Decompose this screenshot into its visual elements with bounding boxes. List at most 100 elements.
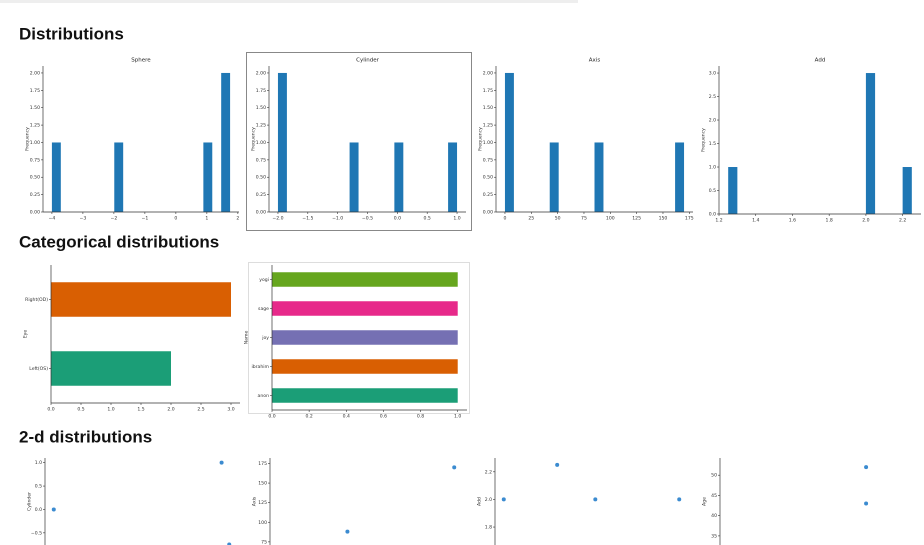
x-tick-label: 2.5	[197, 407, 204, 413]
y-tick-label: 0.50	[483, 175, 493, 181]
x-tick-label: 1.6	[789, 218, 796, 224]
y-tick-label: 1.75	[256, 88, 266, 94]
selected-frame[interactable]	[246, 52, 472, 231]
histogram-bar	[865, 73, 876, 214]
y-tick-label: 3.0	[709, 71, 716, 77]
y-tick-label: 2.2	[485, 469, 492, 475]
y-axis-label: Name	[244, 331, 250, 345]
chart-title: Axis	[589, 58, 601, 64]
x-tick-label: 3.0	[227, 407, 234, 413]
y-tick-label: 1.50	[483, 105, 493, 111]
x-tick-label: −1.5	[302, 216, 313, 222]
x-tick-label: 75	[581, 216, 587, 222]
section-heading: Categorical distributions	[19, 232, 219, 251]
scatter-point	[501, 497, 506, 502]
x-tick-label: 50	[555, 216, 561, 222]
y-axis-label: Add	[477, 497, 483, 506]
bar	[272, 330, 458, 345]
x-tick-label: 1.0	[107, 407, 114, 413]
bar	[272, 272, 458, 287]
top-bar	[0, 0, 578, 3]
scatter-point	[452, 465, 457, 470]
y-tick-label: 1.25	[256, 123, 266, 129]
y-tick-label: 1.00	[30, 140, 40, 146]
x-tick-label: 125	[632, 216, 641, 222]
y-tick-label: 1.75	[483, 88, 493, 94]
x-tick-label: 0.5	[77, 407, 84, 413]
x-tick-label: 2.0	[862, 218, 869, 224]
y-tick-label: −0.5	[31, 530, 42, 536]
histogram-bar	[394, 142, 404, 212]
y-axis-label: Cylinder	[27, 492, 33, 511]
y-tick-label: 1.75	[30, 88, 40, 94]
y-tick-label: 0.75	[30, 157, 40, 163]
x-tick-label: 0.4	[343, 414, 350, 420]
x-tick-label: −2.0	[272, 216, 283, 222]
x-tick-label: 1.0	[454, 414, 461, 420]
x-tick-label: 150	[659, 216, 668, 222]
x-tick-label: 175	[685, 216, 694, 222]
y-tick-label: 0.75	[256, 157, 266, 163]
scatter-point	[555, 462, 560, 467]
y-tick-label: 2.00	[30, 70, 40, 76]
y-tick-label: 125	[258, 500, 267, 506]
histogram-bar	[728, 167, 738, 214]
y-tick-label: 1.25	[30, 123, 40, 129]
x-tick-label: 0.6	[380, 414, 387, 420]
x-tick-label: 0.8	[417, 414, 424, 420]
x-tick-label: −2	[110, 216, 117, 222]
bar	[272, 359, 458, 374]
x-tick-label: 1.8	[826, 218, 833, 224]
y-tick-label: 2.0	[709, 118, 716, 124]
y-tick-label: 35	[711, 533, 717, 539]
histogram-bar	[114, 142, 124, 212]
y-tick-label: 1.25	[483, 123, 493, 129]
y-tick-label: 2.0	[485, 497, 492, 503]
x-tick-label: −1.0	[332, 216, 343, 222]
chart-title: Sphere	[131, 58, 151, 64]
y-axis-label: Frequency	[25, 127, 31, 151]
bar	[272, 388, 458, 403]
x-tick-label: 0	[174, 216, 177, 222]
y-tick-label: 0.25	[483, 192, 493, 198]
y-tick-label: anon	[258, 394, 270, 399]
y-tick-label: Left(OS)	[29, 366, 48, 372]
y-tick-label: 45	[711, 493, 717, 499]
y-tick-label: 40	[711, 513, 717, 519]
x-tick-label: 0.5	[424, 216, 431, 222]
y-tick-label: 1.0	[35, 460, 42, 466]
histogram-bar	[448, 142, 458, 212]
y-tick-label: 1.00	[483, 140, 493, 146]
y-tick-label: 1.50	[256, 105, 266, 111]
x-tick-label: 1.0	[453, 216, 460, 222]
bar	[272, 301, 458, 316]
scatter-point	[864, 501, 869, 506]
x-tick-label: 0.2	[305, 414, 312, 420]
y-axis-label: Eye	[23, 330, 29, 339]
y-tick-label: 1.00	[256, 140, 266, 146]
y-tick-label: 0.0	[709, 212, 716, 218]
x-tick-label: 0.0	[394, 216, 401, 222]
y-tick-label: ibrahim	[251, 364, 269, 370]
y-tick-label: 175	[258, 461, 267, 467]
x-tick-label: 1.5	[137, 407, 144, 413]
scatter-point	[677, 497, 682, 502]
y-tick-label: 0.5	[35, 484, 42, 490]
histogram-bar	[51, 142, 61, 212]
histogram-bar	[504, 72, 514, 212]
x-tick-label: −4	[49, 216, 56, 222]
histogram-bar	[902, 167, 912, 214]
y-tick-label: 2.00	[483, 70, 493, 76]
y-tick-label: 0.50	[256, 175, 266, 181]
y-axis-label: Frequency	[251, 127, 257, 151]
y-tick-label: yogi	[259, 277, 269, 283]
scatter-point	[593, 497, 598, 502]
x-tick-label: 0.0	[47, 407, 54, 413]
y-tick-label: 1.5	[709, 141, 716, 147]
scatter-point	[219, 460, 224, 465]
y-tick-label: 0.00	[30, 210, 40, 216]
section-heading: 2-d distributions	[19, 427, 152, 446]
y-tick-label: 150	[258, 481, 267, 487]
chart-title: Add	[815, 58, 826, 64]
